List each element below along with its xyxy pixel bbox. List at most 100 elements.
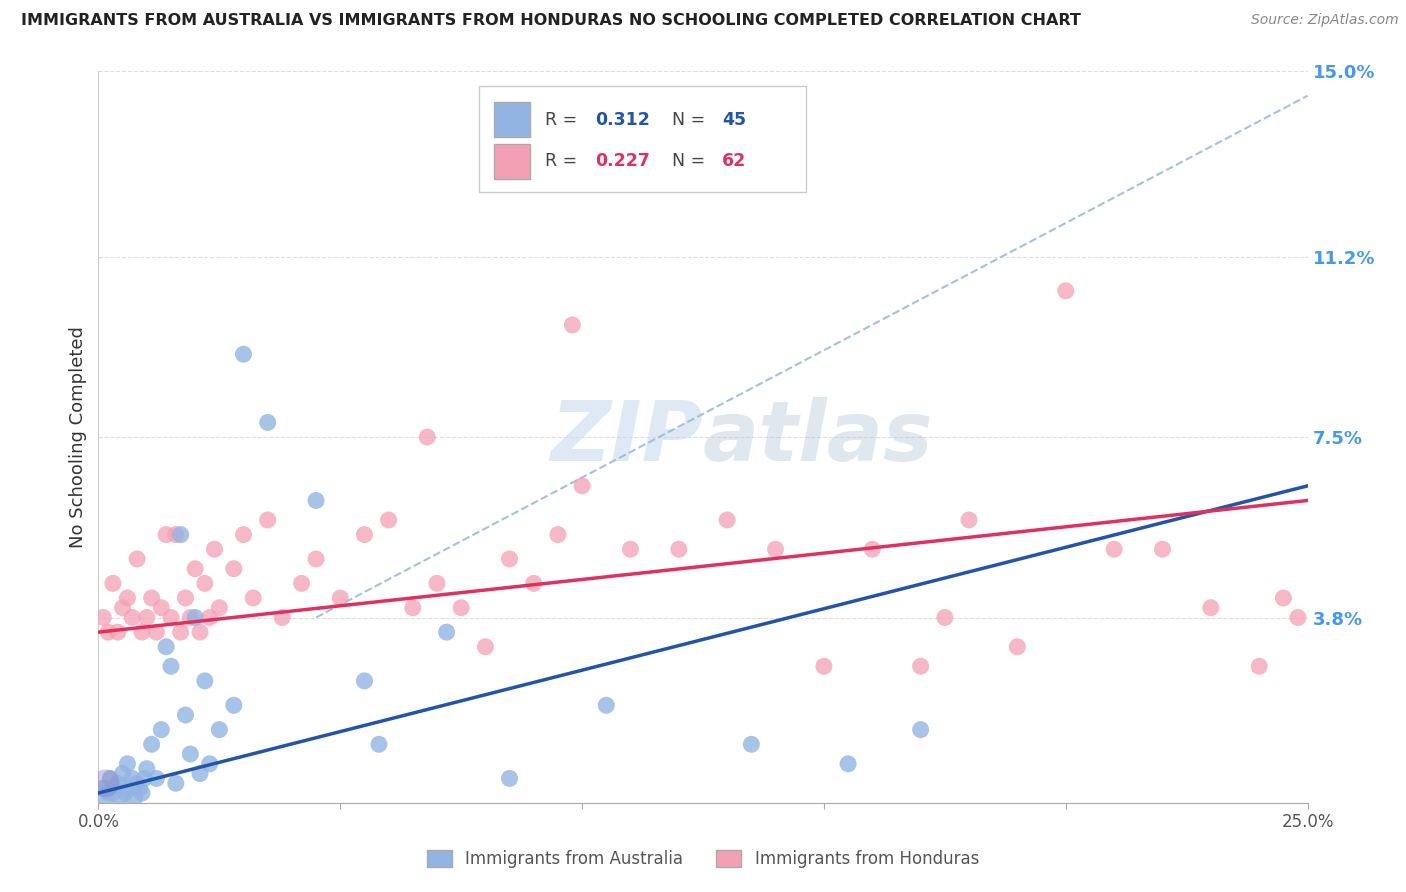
Point bbox=[134, 772, 156, 786]
Point bbox=[118, 781, 141, 796]
Point bbox=[498, 552, 520, 566]
Point bbox=[571, 479, 593, 493]
Point bbox=[127, 776, 149, 790]
Point bbox=[860, 542, 883, 557]
Point bbox=[1249, 659, 1271, 673]
Point bbox=[957, 513, 980, 527]
Point bbox=[290, 576, 312, 591]
Point bbox=[91, 610, 114, 624]
Text: 0.227: 0.227 bbox=[595, 153, 650, 170]
Point bbox=[94, 791, 117, 805]
Point bbox=[222, 562, 245, 576]
Point bbox=[155, 527, 177, 541]
Point bbox=[232, 527, 254, 541]
Text: 45: 45 bbox=[723, 111, 747, 128]
Point bbox=[169, 527, 191, 541]
Point bbox=[910, 723, 932, 737]
Point bbox=[561, 318, 583, 332]
Point bbox=[100, 772, 122, 786]
Point bbox=[1286, 610, 1309, 624]
FancyBboxPatch shape bbox=[479, 86, 806, 192]
Point bbox=[1272, 591, 1295, 605]
Point bbox=[426, 576, 449, 591]
Text: N =: N = bbox=[672, 111, 710, 128]
Point bbox=[104, 781, 127, 796]
Point bbox=[256, 513, 278, 527]
Text: N =: N = bbox=[672, 153, 710, 170]
Text: 0.312: 0.312 bbox=[595, 111, 650, 128]
Point bbox=[117, 756, 139, 771]
Point bbox=[145, 772, 167, 786]
Point bbox=[111, 600, 134, 615]
Point bbox=[208, 723, 231, 737]
Point bbox=[256, 416, 278, 430]
Point bbox=[111, 766, 134, 780]
Point bbox=[131, 625, 153, 640]
Point bbox=[353, 673, 375, 688]
Point bbox=[368, 737, 391, 751]
Point bbox=[232, 347, 254, 361]
Point bbox=[160, 610, 183, 624]
Point bbox=[179, 747, 201, 761]
Text: R =: R = bbox=[544, 153, 582, 170]
Bar bbox=[494, 102, 530, 137]
Point bbox=[135, 610, 157, 624]
Point bbox=[377, 513, 399, 527]
Text: ZIP: ZIP bbox=[550, 397, 703, 477]
Point bbox=[1199, 600, 1222, 615]
Point bbox=[121, 610, 143, 624]
Text: IMMIGRANTS FROM AUSTRALIA VS IMMIGRANTS FROM HONDURAS NO SCHOOLING COMPLETED COR: IMMIGRANTS FROM AUSTRALIA VS IMMIGRANTS … bbox=[21, 13, 1081, 29]
Point bbox=[97, 625, 120, 640]
Point bbox=[668, 542, 690, 557]
Point bbox=[474, 640, 496, 654]
Point bbox=[716, 513, 738, 527]
Point bbox=[416, 430, 439, 444]
Point bbox=[141, 737, 163, 751]
Point bbox=[127, 552, 149, 566]
Point bbox=[188, 625, 211, 640]
Point bbox=[450, 600, 472, 615]
Point bbox=[124, 791, 146, 805]
Point bbox=[1102, 542, 1125, 557]
Point bbox=[204, 542, 226, 557]
Point bbox=[547, 527, 569, 541]
Point bbox=[208, 600, 231, 615]
Point bbox=[108, 791, 131, 805]
Point bbox=[194, 576, 217, 591]
Point bbox=[329, 591, 352, 605]
Point bbox=[91, 781, 114, 796]
Text: Source: ZipAtlas.com: Source: ZipAtlas.com bbox=[1251, 13, 1399, 28]
Point bbox=[155, 640, 177, 654]
Point bbox=[910, 659, 932, 673]
Point bbox=[305, 552, 328, 566]
Point bbox=[174, 591, 197, 605]
Point bbox=[198, 610, 221, 624]
Point bbox=[1054, 284, 1077, 298]
Point bbox=[1007, 640, 1029, 654]
Point bbox=[194, 673, 217, 688]
Point bbox=[1152, 542, 1174, 557]
Point bbox=[114, 786, 136, 800]
Point bbox=[174, 708, 197, 723]
Point bbox=[595, 698, 617, 713]
Point bbox=[107, 776, 129, 790]
Point bbox=[498, 772, 520, 786]
Point bbox=[837, 756, 859, 771]
Point bbox=[117, 591, 139, 605]
Point bbox=[160, 659, 183, 673]
Text: atlas: atlas bbox=[703, 397, 934, 477]
Point bbox=[169, 625, 191, 640]
Point bbox=[934, 610, 956, 624]
Point bbox=[135, 762, 157, 776]
Point bbox=[101, 576, 124, 591]
Point bbox=[198, 756, 221, 771]
Point bbox=[740, 737, 762, 751]
Point bbox=[765, 542, 787, 557]
Point bbox=[150, 600, 173, 615]
Y-axis label: No Schooling Completed: No Schooling Completed bbox=[69, 326, 87, 548]
Point bbox=[305, 493, 328, 508]
Text: R =: R = bbox=[544, 111, 582, 128]
Point bbox=[271, 610, 294, 624]
Point bbox=[222, 698, 245, 713]
Point bbox=[184, 562, 207, 576]
